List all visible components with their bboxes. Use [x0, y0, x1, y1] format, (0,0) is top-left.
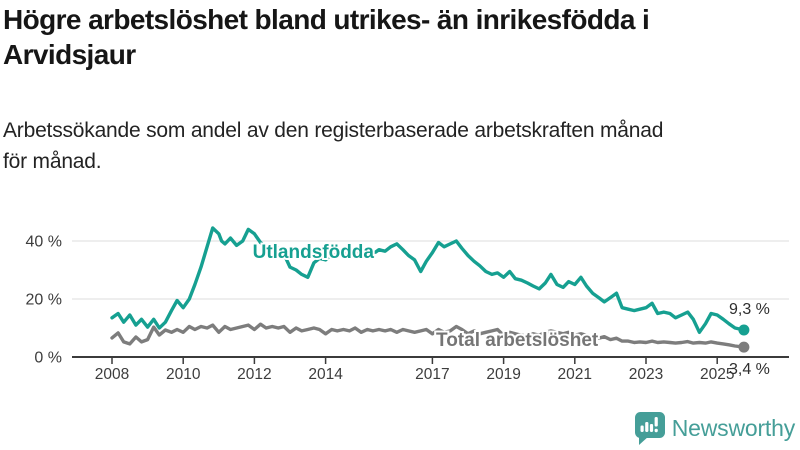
end-dot-total-arbetsloshet	[738, 341, 750, 353]
x-tick-label: 2010	[166, 366, 201, 383]
unemployment-line-chart: 0 % 20 % 40 % 2008 2010 2012 2014 2017 2019 2021 2…	[26, 226, 789, 383]
page-title: Högre arbetslöshet bland utrikes- än inr…	[3, 2, 650, 72]
subtitle-line-1: Arbetssökande som andel av den registerb…	[3, 119, 664, 142]
newsworthy-icon	[634, 412, 665, 445]
x-tick-label: 2012	[237, 366, 271, 383]
series-line-total-arbetsloshet	[110, 322, 746, 349]
x-tick-label: 2025	[700, 366, 734, 383]
newsworthy-wordmark: Newsworthy	[671, 415, 795, 441]
y-tick-label: 40 %	[26, 234, 62, 251]
x-tick-label: 2019	[486, 366, 520, 383]
chart-subtitle: Arbetssökande som andel av den registerb…	[3, 115, 663, 177]
newsworthy-logo[interactable]: Newsworthy	[634, 412, 795, 445]
end-value-label-utlandsfodda: 9,3 %	[729, 301, 770, 318]
x-tick-label: 2023	[629, 366, 663, 383]
x-tick-label: 2021	[558, 366, 592, 383]
y-tick-label: 0 %	[34, 350, 62, 367]
x-tick-label: 2008	[95, 366, 129, 383]
title-line-1: Högre arbetslöshet bland utrikes- än inr…	[3, 4, 650, 35]
x-tick-label: 2017	[415, 366, 449, 383]
end-dot-utlandsfodda	[738, 324, 750, 336]
title-line-2: Arvidsjaur	[3, 39, 136, 70]
x-tick-label: 2014	[308, 366, 343, 383]
series-inline-label-total-arbetsloshet: Total arbetslöshet	[436, 330, 599, 351]
y-tick-label: 20 %	[26, 292, 62, 309]
series-inline-label-utlandsfodda: Utlandsfödda	[253, 242, 375, 263]
subtitle-line-2: för månad.	[3, 150, 102, 173]
series-line-utlandsfodda	[110, 226, 746, 335]
end-value-label-total-arbetsloshet: 3,4 %	[729, 361, 770, 378]
